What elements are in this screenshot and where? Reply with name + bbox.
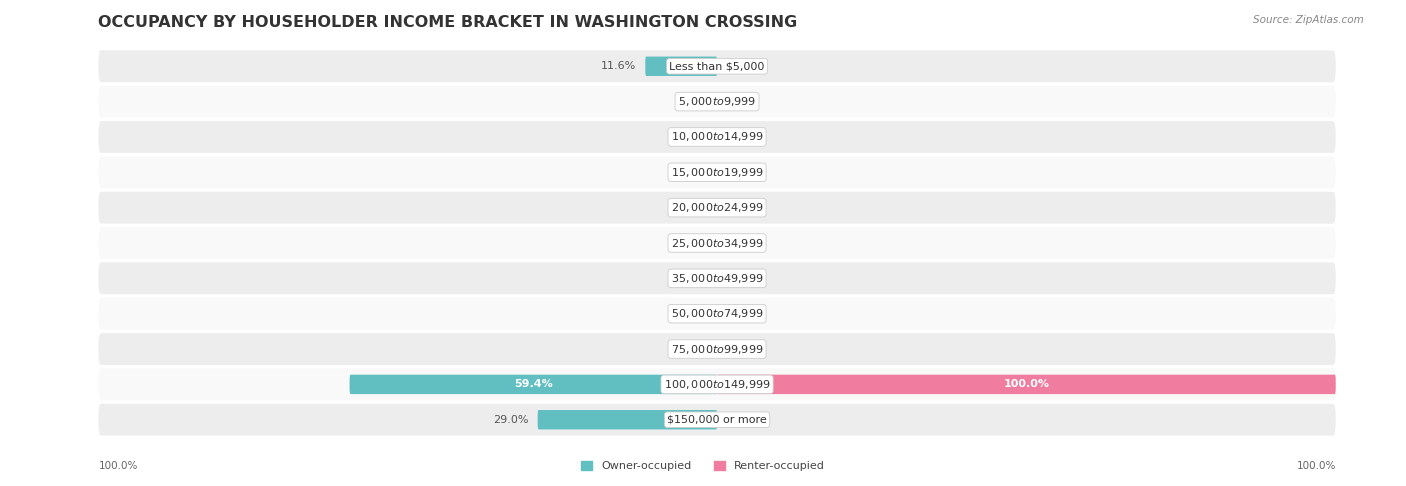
- Text: 0.0%: 0.0%: [727, 344, 755, 354]
- FancyBboxPatch shape: [98, 192, 1336, 224]
- Text: $15,000 to $19,999: $15,000 to $19,999: [671, 166, 763, 179]
- Text: $10,000 to $14,999: $10,000 to $14,999: [671, 130, 763, 143]
- Text: 59.4%: 59.4%: [515, 380, 553, 389]
- Text: 0.0%: 0.0%: [727, 273, 755, 283]
- FancyBboxPatch shape: [537, 410, 717, 430]
- Text: 0.0%: 0.0%: [727, 61, 755, 71]
- Text: 0.0%: 0.0%: [679, 203, 707, 213]
- FancyBboxPatch shape: [645, 56, 717, 76]
- Text: 29.0%: 29.0%: [494, 415, 529, 425]
- FancyBboxPatch shape: [98, 156, 1336, 188]
- Text: 100.0%: 100.0%: [1004, 380, 1049, 389]
- Text: OCCUPANCY BY HOUSEHOLDER INCOME BRACKET IN WASHINGTON CROSSING: OCCUPANCY BY HOUSEHOLDER INCOME BRACKET …: [98, 15, 797, 30]
- Text: 0.0%: 0.0%: [679, 238, 707, 248]
- FancyBboxPatch shape: [98, 298, 1336, 330]
- Text: 0.0%: 0.0%: [727, 132, 755, 142]
- Text: 0.0%: 0.0%: [679, 167, 707, 177]
- Text: 0.0%: 0.0%: [727, 97, 755, 106]
- FancyBboxPatch shape: [717, 375, 1336, 394]
- Text: 100.0%: 100.0%: [1296, 461, 1336, 471]
- FancyBboxPatch shape: [98, 51, 1336, 82]
- Text: Source: ZipAtlas.com: Source: ZipAtlas.com: [1253, 15, 1364, 25]
- Text: $75,000 to $99,999: $75,000 to $99,999: [671, 343, 763, 356]
- Text: 0.0%: 0.0%: [727, 203, 755, 213]
- Text: $50,000 to $74,999: $50,000 to $74,999: [671, 307, 763, 320]
- FancyBboxPatch shape: [98, 333, 1336, 365]
- Text: 0.0%: 0.0%: [727, 415, 755, 425]
- Text: 0.0%: 0.0%: [679, 132, 707, 142]
- FancyBboxPatch shape: [98, 121, 1336, 153]
- Text: $100,000 to $149,999: $100,000 to $149,999: [664, 378, 770, 391]
- Text: $5,000 to $9,999: $5,000 to $9,999: [678, 95, 756, 108]
- Text: 100.0%: 100.0%: [98, 461, 138, 471]
- Text: 0.0%: 0.0%: [727, 167, 755, 177]
- Text: $35,000 to $49,999: $35,000 to $49,999: [671, 272, 763, 285]
- Text: 0.0%: 0.0%: [679, 344, 707, 354]
- Text: $25,000 to $34,999: $25,000 to $34,999: [671, 237, 763, 249]
- Text: 0.0%: 0.0%: [679, 309, 707, 319]
- Legend: Owner-occupied, Renter-occupied: Owner-occupied, Renter-occupied: [576, 456, 830, 476]
- FancyBboxPatch shape: [98, 262, 1336, 294]
- Text: 0.0%: 0.0%: [679, 273, 707, 283]
- FancyBboxPatch shape: [350, 375, 717, 394]
- Text: 0.0%: 0.0%: [727, 238, 755, 248]
- FancyBboxPatch shape: [98, 227, 1336, 259]
- FancyBboxPatch shape: [98, 86, 1336, 118]
- Text: $150,000 or more: $150,000 or more: [668, 415, 766, 425]
- Text: 11.6%: 11.6%: [600, 61, 636, 71]
- Text: $20,000 to $24,999: $20,000 to $24,999: [671, 201, 763, 214]
- FancyBboxPatch shape: [98, 368, 1336, 400]
- Text: Less than $5,000: Less than $5,000: [669, 61, 765, 71]
- Text: 0.0%: 0.0%: [679, 97, 707, 106]
- Text: 0.0%: 0.0%: [727, 309, 755, 319]
- FancyBboxPatch shape: [98, 404, 1336, 435]
